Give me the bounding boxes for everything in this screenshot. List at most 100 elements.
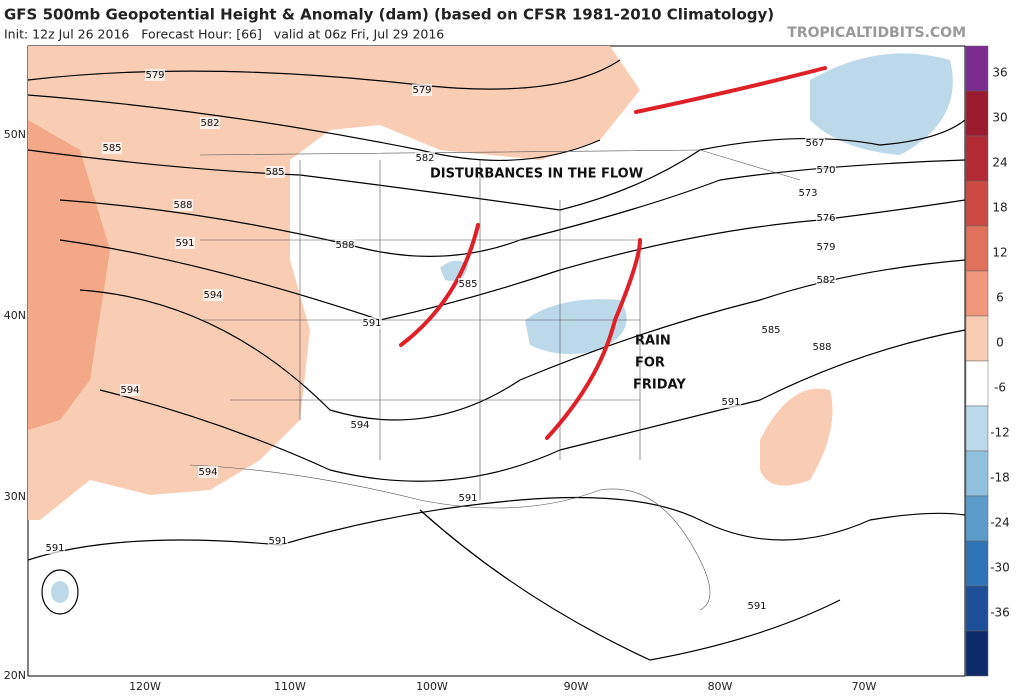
contour-label: 585 (265, 167, 284, 178)
negative-anomaly (51, 581, 69, 603)
contour-label: 576 (816, 213, 835, 224)
borders (189, 149, 801, 611)
contour-label-bg (203, 289, 223, 301)
colorbar-tick-label: 30 (992, 111, 1007, 125)
contour-label-bg (350, 419, 370, 431)
colorbar-tick-label: 6 (996, 291, 1004, 305)
lon-label: 80W (708, 680, 733, 692)
colorbar-tick-label: 18 (992, 201, 1007, 215)
contour-label-bg (747, 600, 767, 612)
contour-label: 579 (816, 242, 835, 253)
lon-label: 110W (274, 680, 306, 692)
contour-label: 594 (198, 467, 217, 478)
colorbar-cell (965, 315, 989, 362)
colorbar-tick-label: -18 (990, 471, 1010, 485)
contour-label-bg (458, 278, 478, 290)
contour-label: 588 (173, 200, 192, 211)
contour-label: 573 (798, 188, 817, 199)
colorbar-tick-label: 12 (992, 246, 1007, 260)
title: GFS 500mb Geopotential Height & Anomaly … (4, 6, 774, 24)
contour-label: 567 (805, 138, 824, 149)
contour-label-bg (145, 69, 165, 81)
contour-label-bg (812, 341, 832, 353)
contour-label-bg (412, 84, 432, 96)
colorbar-cell (965, 225, 989, 272)
colorbar-cell (965, 360, 989, 407)
negative-anomaly (810, 53, 953, 156)
positive-anomaly (760, 388, 833, 486)
lon-label: 70W (852, 680, 877, 692)
contour-label: 594 (350, 420, 369, 431)
contour-label: 591 (362, 318, 381, 329)
contour-label-bg (362, 317, 382, 329)
colorbar-tick-label: -24 (990, 516, 1010, 530)
colorbar-cell (965, 630, 989, 677)
contour-label-bg (761, 324, 781, 336)
positive-anomaly (28, 46, 640, 520)
colorbar-cell (965, 585, 989, 632)
contour-label: 594 (120, 385, 139, 396)
colorbar-cell (965, 45, 989, 92)
subtitle: Init: 12z Jul 26 2016 Forecast Hour: [66… (4, 27, 444, 42)
contour-label: 570 (816, 165, 835, 176)
contour-label-bg (173, 199, 193, 211)
contour-label: 579 (145, 70, 164, 81)
contour-label: 582 (816, 275, 835, 286)
colorbar-cell (965, 450, 989, 497)
lat-label: 50N (4, 128, 26, 141)
contour-label-bg (458, 492, 478, 504)
contour-label-bg (816, 274, 836, 286)
lat-label: 40N (4, 309, 26, 322)
contour-label-bg (816, 164, 836, 176)
contour-label-bg (805, 137, 825, 149)
contour-label: 591 (721, 397, 740, 408)
contour-label: 594 (203, 290, 222, 301)
contour-label-bg (198, 466, 218, 478)
lon-label: 120W (129, 680, 161, 692)
contour-label: 582 (415, 153, 434, 164)
contour-label: 579 (412, 85, 431, 96)
colorbar-cell (965, 180, 989, 227)
colorbar-tick-label: -6 (994, 381, 1006, 395)
contour-label-bg (200, 117, 220, 129)
negative-anomaly (525, 299, 627, 354)
colorbar-cell (965, 540, 989, 587)
contour-label-bg (798, 187, 818, 199)
contour-label: 585 (458, 279, 477, 290)
colorbar-tick-label: 0 (996, 336, 1004, 350)
colorbar-tick-label: -12 (990, 426, 1010, 440)
annotation: FOR (635, 356, 665, 371)
contour-label: 585 (761, 325, 780, 336)
contour-label-bg (265, 166, 285, 178)
contour-label-bg (120, 384, 140, 396)
contour-label: 591 (45, 543, 64, 554)
contour-label-bg (816, 212, 836, 224)
contour-label: 588 (335, 240, 354, 251)
colorbar-cell (965, 495, 989, 542)
contour-label: 591 (268, 536, 287, 547)
contour-label: 591 (175, 238, 194, 249)
annotation: DISTURBANCES IN THE FLOW (430, 167, 643, 182)
colorbar-cell (965, 270, 989, 317)
lon-label: 90W (564, 680, 589, 692)
colorbar-tick-label: 36 (992, 66, 1007, 80)
contour-label-bg (415, 152, 435, 164)
colorbar-cell (965, 90, 989, 137)
annotation: FRIDAY (633, 378, 686, 393)
credit: TROPICALTIDBITS.COM (787, 25, 966, 41)
contour-label-bg (102, 142, 122, 154)
contour-label: 585 (102, 143, 121, 154)
contour-label: 591 (747, 601, 766, 612)
colorbar-tick-label: -30 (990, 561, 1010, 575)
colorbar-cell (965, 405, 989, 452)
colorbar-tick-label: 24 (992, 156, 1007, 170)
contour-label-bg (268, 535, 288, 547)
contour-label-bg (816, 241, 836, 253)
colorbar-cell (965, 135, 989, 182)
contour-label: 591 (458, 493, 477, 504)
contour-label-bg (721, 396, 741, 408)
colorbar-tick-label: -36 (990, 606, 1010, 620)
lat-label: 30N (4, 490, 26, 503)
lon-label: 100W (416, 680, 448, 692)
